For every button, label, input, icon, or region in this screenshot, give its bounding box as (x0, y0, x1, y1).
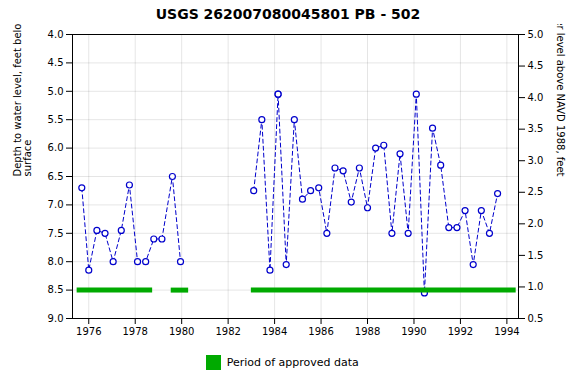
svg-text:1994: 1994 (494, 326, 519, 337)
svg-text:1990: 1990 (401, 326, 426, 337)
svg-text:7.0: 7.0 (48, 199, 64, 210)
svg-text:4.5: 4.5 (528, 60, 544, 71)
svg-text:1978: 1978 (122, 326, 147, 337)
svg-text:1.0: 1.0 (528, 281, 544, 292)
svg-text:Depth to water level, feet bel: Depth to water level, feet below landsur… (12, 24, 33, 177)
svg-text:6.5: 6.5 (48, 171, 64, 182)
svg-text:8.5: 8.5 (48, 284, 64, 295)
svg-text:2.5: 2.5 (528, 186, 544, 197)
svg-text:3.0: 3.0 (528, 155, 544, 166)
svg-text:5.0: 5.0 (48, 86, 64, 97)
svg-text:0.5: 0.5 (528, 313, 544, 324)
svg-text:1976: 1976 (76, 326, 101, 337)
svg-text:1982: 1982 (215, 326, 240, 337)
svg-text:Groundwater level above NAVD 1: Groundwater level above NAVD 1988, feet (555, 24, 566, 177)
svg-text:1988: 1988 (355, 326, 380, 337)
svg-text:1.5: 1.5 (528, 250, 544, 261)
svg-text:4.0: 4.0 (48, 29, 64, 40)
svg-text:5.0: 5.0 (528, 29, 544, 40)
html-text:USGS 262007080045801 PB - 502: USGS 262007080045801 PB - 502 (155, 6, 421, 22)
svg-text:7.5: 7.5 (48, 228, 64, 239)
svg-text:2.0: 2.0 (528, 218, 544, 229)
svg-text:6.0: 6.0 (48, 142, 64, 153)
svg-text:5.5: 5.5 (48, 114, 64, 125)
html-text:Period of approved data: Period of approved data (226, 356, 359, 369)
svg-text:4.0: 4.0 (528, 92, 544, 103)
svg-text:1984: 1984 (262, 326, 287, 337)
svg-text:4.5: 4.5 (48, 57, 64, 68)
svg-text:3.5: 3.5 (528, 123, 544, 134)
svg-text:1986: 1986 (308, 326, 333, 337)
svg-text:1980: 1980 (169, 326, 194, 337)
svg-text:1992: 1992 (448, 326, 473, 337)
svg-text:9.0: 9.0 (48, 313, 64, 324)
svg-text:8.0: 8.0 (48, 256, 64, 267)
